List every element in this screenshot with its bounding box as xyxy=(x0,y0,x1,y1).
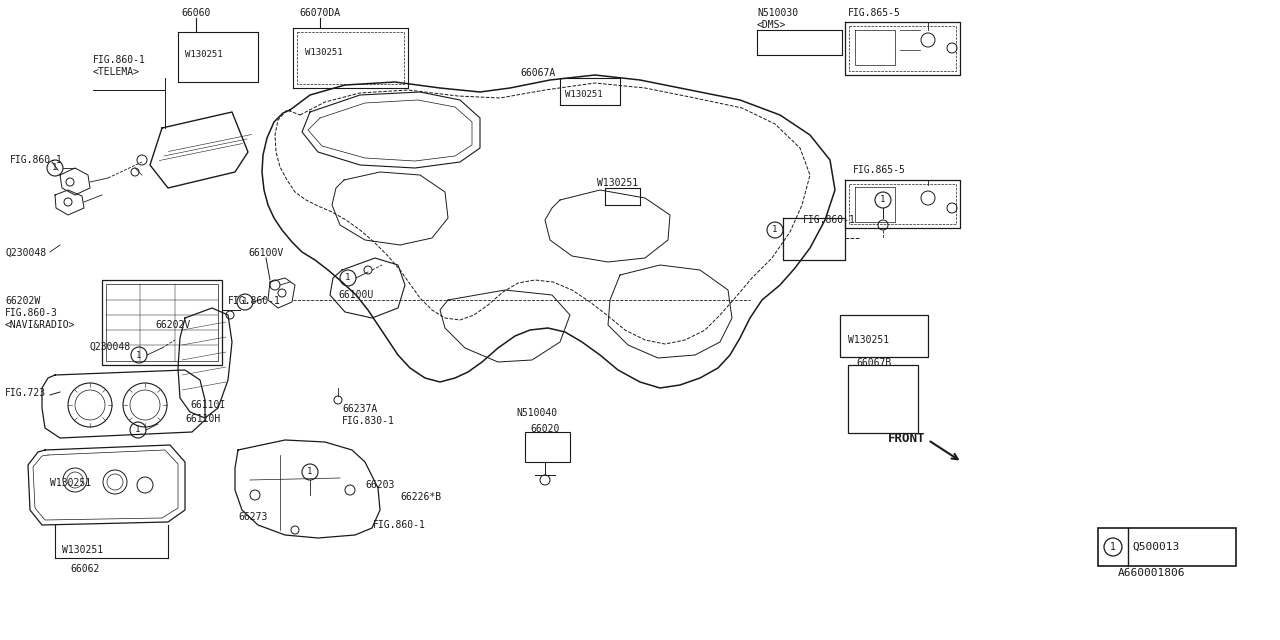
Text: FIG.865-5: FIG.865-5 xyxy=(852,165,906,175)
Text: 1: 1 xyxy=(1110,542,1116,552)
Text: W130251: W130251 xyxy=(596,178,639,188)
Text: 66110H: 66110H xyxy=(186,414,220,424)
Text: 1: 1 xyxy=(346,273,351,282)
Bar xyxy=(525,432,570,462)
Text: 66110I: 66110I xyxy=(189,400,225,410)
Text: W130251: W130251 xyxy=(305,48,343,57)
Bar xyxy=(297,32,404,84)
Text: FIG.860-1: FIG.860-1 xyxy=(803,215,856,225)
Bar xyxy=(1098,528,1236,566)
Text: 1: 1 xyxy=(136,351,142,360)
Text: 1: 1 xyxy=(136,426,141,435)
Text: 66273: 66273 xyxy=(238,512,268,522)
Text: 1: 1 xyxy=(52,163,58,173)
Text: 1: 1 xyxy=(881,195,886,205)
Text: Q230048: Q230048 xyxy=(5,248,46,258)
Text: FIG.860-1: FIG.860-1 xyxy=(93,55,146,65)
Text: FRONT: FRONT xyxy=(888,432,925,445)
Text: W130251: W130251 xyxy=(61,545,104,555)
Text: 1: 1 xyxy=(772,225,778,234)
Text: 66203: 66203 xyxy=(365,480,394,490)
Text: 1: 1 xyxy=(242,298,248,307)
Text: 66100U: 66100U xyxy=(338,290,374,300)
Text: N510040: N510040 xyxy=(516,408,557,418)
Text: 66100V: 66100V xyxy=(248,248,283,258)
Text: <TELEMA>: <TELEMA> xyxy=(93,67,140,77)
Bar xyxy=(102,280,221,365)
Text: 66020: 66020 xyxy=(530,424,559,434)
Text: 1: 1 xyxy=(307,467,312,477)
Text: FIG.860-1: FIG.860-1 xyxy=(228,296,280,306)
Text: 66062: 66062 xyxy=(70,564,100,574)
Text: Q500013: Q500013 xyxy=(1132,542,1179,552)
Text: 66067A: 66067A xyxy=(520,68,556,78)
Bar xyxy=(849,184,956,224)
Text: Q230048: Q230048 xyxy=(90,342,131,352)
Text: W130251: W130251 xyxy=(564,90,603,99)
Bar xyxy=(849,26,956,71)
Text: 66060: 66060 xyxy=(182,8,211,18)
Text: <DMS>: <DMS> xyxy=(756,20,786,30)
Bar xyxy=(840,315,928,357)
Text: FIG.865-5: FIG.865-5 xyxy=(849,8,901,18)
Text: FIG.830-1: FIG.830-1 xyxy=(342,416,394,426)
Text: FIG.860-1: FIG.860-1 xyxy=(372,520,426,530)
Text: 66237A: 66237A xyxy=(342,404,378,414)
Text: A660001806: A660001806 xyxy=(1117,568,1185,578)
Text: FIG.723: FIG.723 xyxy=(5,388,46,398)
Text: 66202V: 66202V xyxy=(155,320,191,330)
Text: W130251: W130251 xyxy=(186,50,223,59)
Text: FIG.860-1: FIG.860-1 xyxy=(10,155,63,165)
Bar xyxy=(849,365,918,433)
Bar xyxy=(106,284,218,361)
Text: <NAVI&RADIO>: <NAVI&RADIO> xyxy=(5,320,76,330)
Text: W130251: W130251 xyxy=(849,335,890,345)
Text: FIG.860-3: FIG.860-3 xyxy=(5,308,58,318)
Text: 66067B: 66067B xyxy=(856,358,891,368)
Text: 66070DA: 66070DA xyxy=(300,8,340,18)
Text: N510030: N510030 xyxy=(756,8,799,18)
Text: 66226*B: 66226*B xyxy=(399,492,442,502)
Text: W130251: W130251 xyxy=(50,478,91,488)
Text: 66202W: 66202W xyxy=(5,296,40,306)
